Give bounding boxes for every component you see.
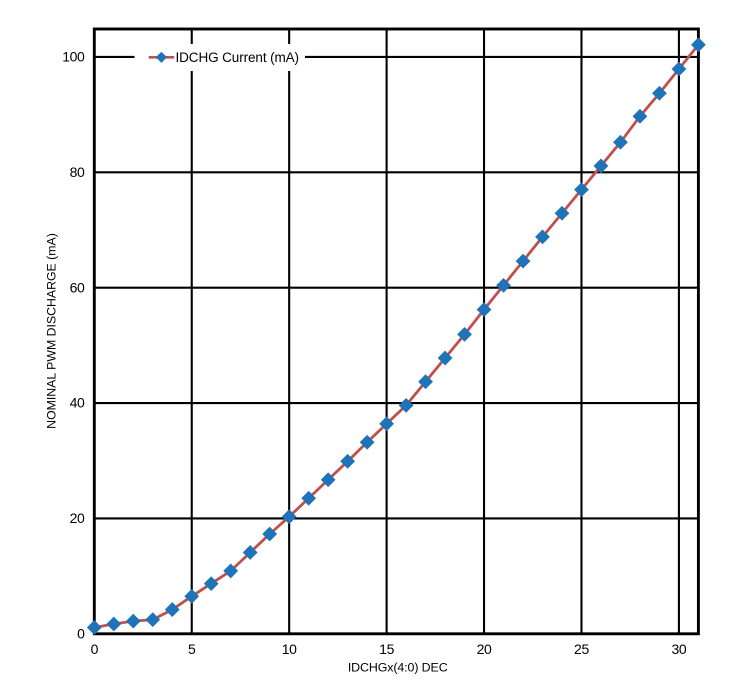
svg-text:40: 40 <box>70 395 85 411</box>
svg-text:IDCHGx(4:0) DEC: IDCHGx(4:0) DEC <box>348 661 448 675</box>
svg-text:10: 10 <box>282 641 297 657</box>
svg-text:30: 30 <box>671 641 686 657</box>
svg-text:IDCHG Current (mA): IDCHG Current (mA) <box>176 50 299 65</box>
svg-text:NOMINAL PWM DISCHARGE (mA): NOMINAL PWM DISCHARGE (mA) <box>45 233 59 429</box>
svg-text:25: 25 <box>574 641 589 657</box>
svg-text:0: 0 <box>77 625 85 641</box>
svg-text:20: 20 <box>70 510 85 526</box>
svg-text:0: 0 <box>91 641 99 657</box>
svg-text:80: 80 <box>70 164 85 180</box>
svg-text:20: 20 <box>477 641 492 657</box>
svg-text:15: 15 <box>379 641 394 657</box>
svg-text:5: 5 <box>188 641 196 657</box>
svg-text:100: 100 <box>62 49 85 65</box>
svg-text:60: 60 <box>70 279 85 295</box>
